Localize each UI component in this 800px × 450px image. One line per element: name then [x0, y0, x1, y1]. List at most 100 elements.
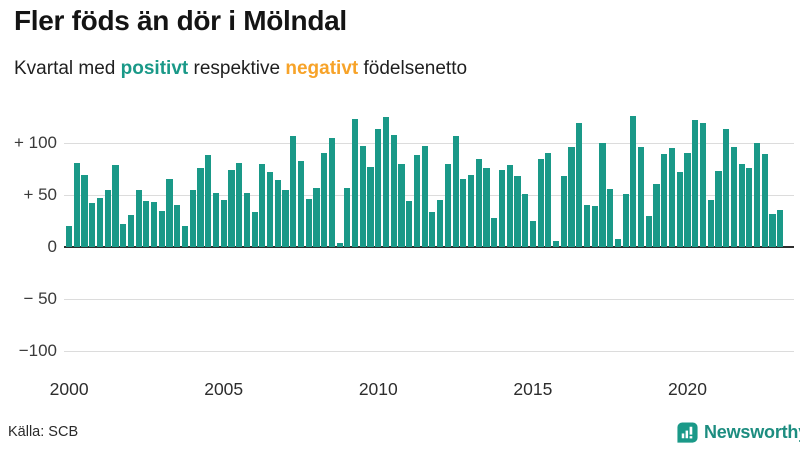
- subtitle-negative-word: negativt: [285, 58, 359, 79]
- bar-2011K1: [406, 201, 413, 247]
- bar-2003K4: [181, 226, 189, 247]
- bar-2021K4: [738, 163, 745, 247]
- bar-2013K3: [483, 167, 490, 247]
- bar-2006K2: [259, 163, 266, 247]
- gridline--100: [64, 351, 794, 352]
- bar-2014K2: [506, 164, 513, 247]
- bar-2002K1: [127, 214, 135, 247]
- bar-2020K1: [684, 153, 691, 247]
- bar-2009K3: [359, 146, 366, 247]
- bar-2020K4: [707, 200, 714, 247]
- bar-2009K1: [344, 187, 351, 247]
- bar-2012K1: [437, 200, 444, 247]
- x-tick-label-2015: 2015: [513, 379, 553, 399]
- chart-subtitle: Kvartal med positivt respektive negativt…: [14, 58, 467, 80]
- bar-2023K1: [777, 209, 784, 247]
- y-tick-label-0: 0: [47, 237, 57, 256]
- bar-2018K4: [645, 215, 652, 247]
- newsworthy-logo-icon: [677, 422, 698, 443]
- bar-2003K1: [158, 210, 165, 247]
- bar-2013K1: [467, 175, 475, 247]
- bar-2005K1: [220, 200, 227, 247]
- bar-2021K3: [730, 147, 737, 247]
- bar-2009K4: [367, 166, 374, 247]
- y-tick-label--100: −100: [18, 341, 57, 360]
- bar-2011K3: [421, 146, 428, 247]
- bar-2007K3: [297, 160, 305, 247]
- bar-2015K1: [529, 221, 536, 247]
- bar-2001K4: [120, 224, 127, 247]
- bar-2010K3: [390, 134, 397, 247]
- bar-2010K4: [398, 163, 405, 247]
- bar-2005K2: [228, 170, 235, 247]
- bar-2004K3: [205, 155, 212, 247]
- bar-2022K1: [746, 167, 753, 247]
- gridline-50: [64, 195, 794, 196]
- x-tick-label-2010: 2010: [358, 379, 398, 399]
- bar-2007K4: [305, 199, 312, 247]
- x-axis-zero-line: [64, 246, 794, 248]
- newsworthy-wordmark: Newsworthy: [704, 422, 800, 442]
- bar-2005K3: [236, 162, 243, 247]
- bar-2008K4: [336, 242, 343, 247]
- subtitle-middle: respektive: [188, 58, 286, 79]
- gridline--50: [64, 299, 794, 300]
- bar-2001K2: [104, 189, 111, 247]
- y-tick-label-100: + 100: [13, 133, 57, 152]
- bar-2015K4: [552, 240, 560, 247]
- bar-2019K2: [661, 154, 668, 247]
- bar-2002K4: [151, 202, 158, 247]
- bar-2012K2: [444, 163, 451, 247]
- bar-2013K2: [475, 158, 482, 247]
- x-tick-label-2005: 2005: [204, 379, 244, 399]
- bar-series-positive-negative: [66, 0, 796, 247]
- bar-2017K4: [614, 238, 622, 247]
- y-tick-label-50: + 50: [23, 185, 57, 204]
- bar-2020K2: [692, 120, 699, 247]
- bar-2022K4: [769, 213, 776, 247]
- bar-2001K3: [112, 164, 119, 247]
- bar-2003K3: [174, 205, 181, 247]
- x-tick-label-2000: 2000: [49, 379, 89, 399]
- bar-2017K2: [599, 143, 606, 247]
- bar-2019K4: [676, 172, 683, 247]
- bar-2009K2: [352, 119, 359, 247]
- bar-2018K1: [622, 193, 629, 247]
- bar-2004K4: [212, 192, 220, 247]
- bar-2003K2: [166, 179, 173, 247]
- y-tick-label--50: − 50: [23, 289, 57, 308]
- bar-2022K3: [761, 154, 768, 247]
- gridline-100: [64, 143, 794, 144]
- subtitle-positive-word: positivt: [120, 58, 189, 79]
- bar-2008K2: [321, 153, 328, 247]
- page-title: Fler föds än dör i Mölndal: [14, 5, 347, 36]
- bar-2001K1: [96, 198, 104, 247]
- bar-2000K2: [73, 162, 80, 247]
- bar-2016K1: [560, 176, 567, 247]
- newsworthy-brand: Newsworthy: [676, 421, 800, 444]
- bar-2006K3: [266, 172, 274, 247]
- subtitle-lead: Kvartal med: [14, 58, 121, 79]
- bar-2015K2: [537, 158, 544, 247]
- bar-2018K2: [630, 115, 637, 247]
- x-tick-label-2020: 2020: [668, 379, 707, 399]
- bar-2002K2: [135, 189, 142, 247]
- bar-2020K3: [699, 123, 707, 247]
- bar-2012K3: [452, 135, 459, 247]
- bar-2007K1: [282, 189, 289, 247]
- subtitle-tail: födelsenetto: [358, 58, 468, 79]
- bar-2006K1: [251, 211, 258, 247]
- bar-2019K3: [668, 148, 676, 247]
- bar-2005K4: [243, 192, 250, 247]
- bar-2010K2: [382, 117, 390, 247]
- bar-2004K2: [197, 167, 204, 247]
- bar-2017K3: [607, 188, 614, 247]
- bar-2015K3: [545, 153, 552, 247]
- bar-2008K3: [328, 137, 335, 247]
- bar-2016K4: [583, 205, 591, 247]
- bar-2000K3: [81, 175, 88, 247]
- bar-2022K2: [753, 143, 761, 247]
- bar-2000K1: [66, 226, 73, 247]
